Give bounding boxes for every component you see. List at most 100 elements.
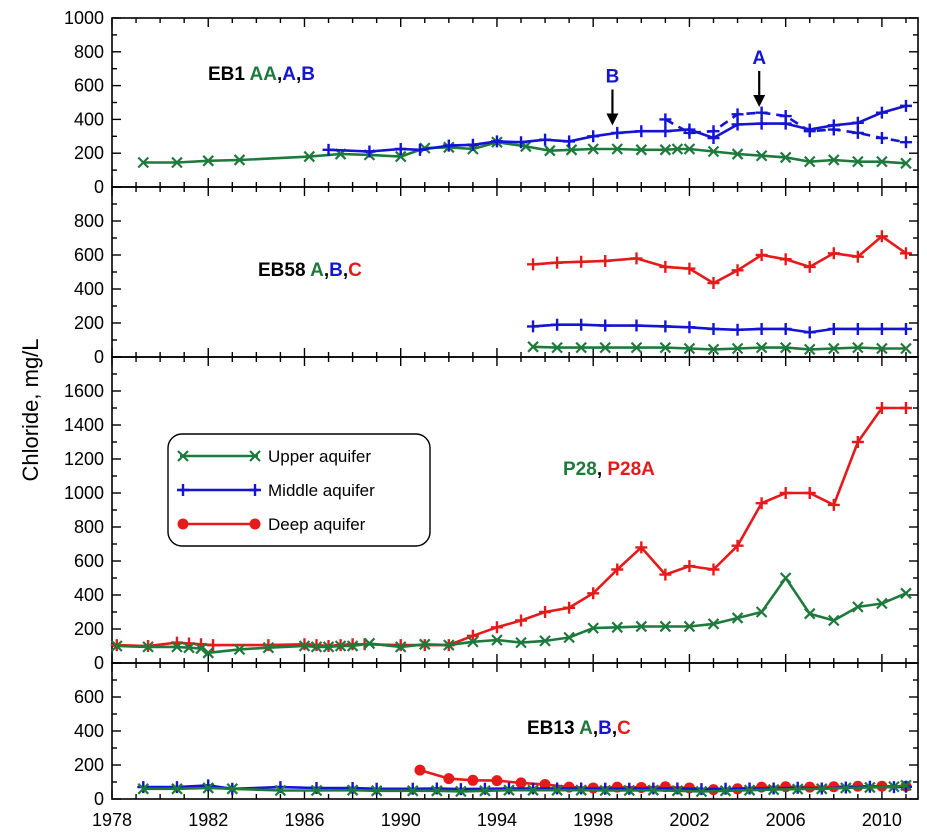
- data-point: [346, 784, 359, 796]
- data-point: [900, 779, 912, 792]
- legend-marker: [177, 450, 189, 462]
- data-point-glyph: [671, 785, 684, 797]
- data-point-glyph: [779, 487, 792, 499]
- y-tick-label: 400: [74, 279, 104, 299]
- data-point-glyph: [743, 784, 756, 796]
- data-point-glyph: [539, 606, 552, 618]
- data-point-glyph: [137, 156, 150, 169]
- y-tick-label: 1000: [64, 8, 104, 28]
- data-point: [370, 782, 383, 795]
- data-point: [755, 497, 768, 510]
- annotation-arrow-b: B: [606, 67, 620, 126]
- data-point-glyph: [900, 342, 912, 355]
- data-point-glyph: [527, 341, 539, 353]
- data-point: [527, 320, 540, 333]
- data-point-glyph: [599, 341, 612, 354]
- data-point-glyph: [611, 563, 624, 576]
- x-tick-label: 2006: [766, 810, 806, 830]
- data-point: [599, 319, 612, 332]
- data-point-glyph: [611, 621, 624, 634]
- panel-label: EB1 AA,A,B: [208, 64, 315, 85]
- data-point: [791, 783, 804, 795]
- panel-label-part: ,: [343, 260, 348, 281]
- annotation-label: B: [606, 67, 620, 88]
- data-point-glyph: [876, 342, 888, 355]
- data-point: [630, 319, 643, 332]
- data-point-glyph: [431, 785, 443, 797]
- data-point-glyph: [443, 639, 455, 651]
- data-point: [671, 782, 684, 795]
- data-point-glyph: [418, 638, 431, 651]
- data-point: [442, 139, 455, 152]
- panel-label: EB13 A,B,C: [527, 718, 631, 739]
- legend-marker: [249, 450, 261, 462]
- legend-marker-glyph: [177, 518, 189, 530]
- data-point-glyph: [515, 136, 528, 149]
- data-point: [406, 782, 419, 795]
- data-point: [322, 143, 335, 156]
- data-point: [695, 783, 708, 796]
- data-point: [635, 125, 648, 138]
- data-point-glyph: [527, 320, 540, 333]
- data-point: [431, 785, 443, 797]
- series-upper: [137, 779, 912, 798]
- data-point: [647, 782, 660, 795]
- data-point-glyph: [599, 254, 612, 267]
- series-middle-dashed: [659, 106, 912, 149]
- data-point: [394, 641, 407, 653]
- data-point: [635, 144, 648, 156]
- data-point-glyph: [900, 779, 912, 792]
- data-point-glyph: [202, 779, 215, 792]
- data-point: [828, 342, 840, 355]
- data-point-glyph: [900, 157, 912, 170]
- data-point: [202, 782, 215, 794]
- data-point-glyph: [755, 106, 768, 119]
- data-point: [443, 773, 455, 785]
- data-point: [611, 621, 624, 634]
- data-point: [659, 568, 672, 581]
- data-point-glyph: [755, 322, 768, 335]
- data-point-glyph: [707, 322, 720, 335]
- data-point-glyph: [515, 636, 527, 649]
- data-point-glyph: [840, 782, 852, 794]
- data-point-glyph: [731, 108, 744, 121]
- y-tick-label: 400: [74, 585, 104, 605]
- data-point-glyph: [683, 620, 696, 633]
- data-point: [491, 634, 503, 646]
- data-point: [875, 131, 888, 144]
- data-point: [755, 341, 768, 354]
- series-line: [532, 235, 907, 285]
- data-point: [671, 785, 684, 797]
- data-point: [310, 639, 323, 652]
- data-point: [170, 781, 183, 794]
- data-point: [876, 597, 888, 610]
- data-point: [262, 641, 275, 654]
- data-point-glyph: [719, 782, 732, 795]
- data-point-glyph: [406, 785, 419, 797]
- data-point: [864, 781, 876, 794]
- data-point-glyph: [755, 497, 768, 510]
- x-tick-label: 1998: [573, 810, 613, 830]
- data-point-glyph: [346, 640, 359, 652]
- data-point-glyph: [779, 341, 792, 354]
- series-middle: [527, 318, 912, 339]
- panel-label-part: P28A: [607, 459, 655, 480]
- y-tick-label: 800: [74, 517, 104, 537]
- data-point-glyph: [659, 260, 672, 273]
- data-point: [563, 601, 576, 614]
- data-point: [900, 157, 912, 170]
- data-point-glyph: [551, 782, 564, 795]
- panel-label-part: A: [282, 64, 296, 85]
- data-point: [466, 629, 479, 642]
- data-point: [875, 230, 888, 243]
- data-point: [876, 155, 888, 168]
- data-point-glyph: [695, 785, 708, 798]
- data-point-glyph: [630, 341, 643, 354]
- panel-label-part: ,: [296, 64, 301, 85]
- series-line: [532, 345, 906, 351]
- series-upper: [111, 572, 912, 659]
- series-line: [116, 576, 907, 655]
- data-point-glyph: [731, 148, 744, 160]
- data-point-glyph: [755, 149, 768, 162]
